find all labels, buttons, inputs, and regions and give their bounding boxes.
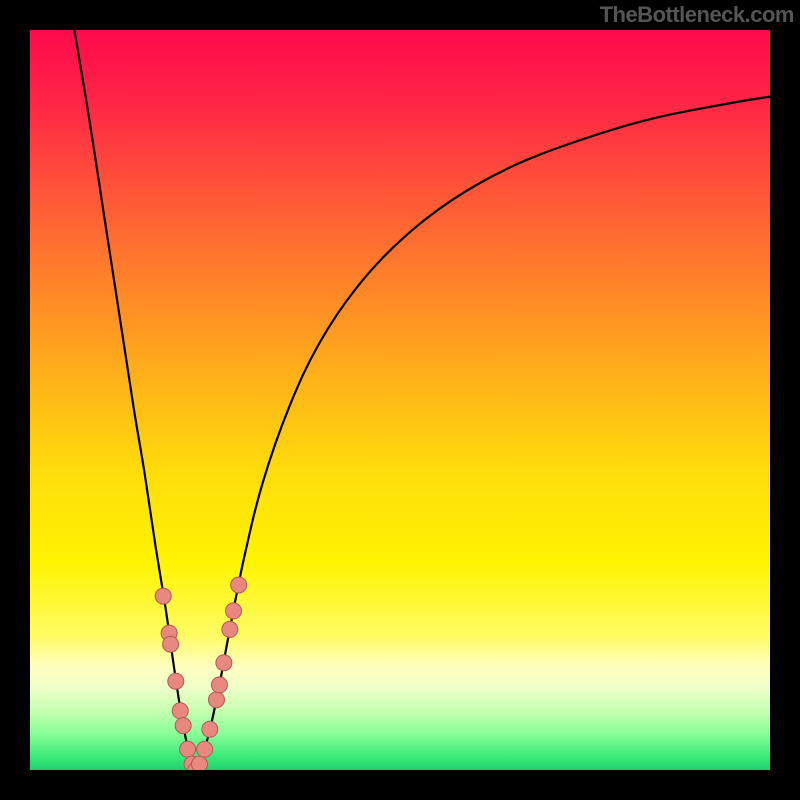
data-marker [208, 692, 224, 708]
data-marker [222, 621, 238, 637]
data-marker [231, 577, 247, 593]
data-marker [191, 756, 207, 772]
data-marker [202, 721, 218, 737]
plot-background [30, 30, 770, 770]
data-marker [155, 588, 171, 604]
data-marker [226, 603, 242, 619]
data-marker [172, 703, 188, 719]
data-marker [216, 655, 232, 671]
watermark-text: TheBottleneck.com [600, 2, 794, 28]
data-marker [163, 636, 179, 652]
chart-container: TheBottleneck.com [0, 0, 800, 800]
data-marker [175, 718, 191, 734]
data-marker [180, 741, 196, 757]
data-marker [197, 741, 213, 757]
bottleneck-curve-chart [0, 0, 800, 800]
data-marker [211, 677, 227, 693]
data-marker [168, 673, 184, 689]
